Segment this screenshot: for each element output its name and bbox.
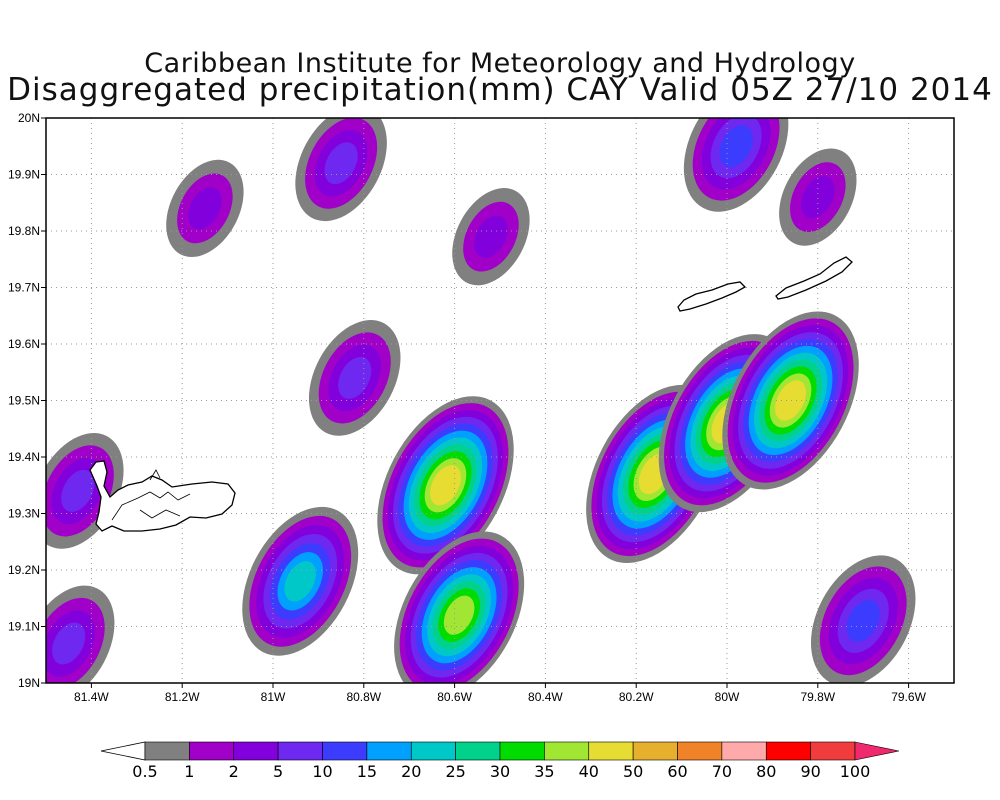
x-tick-label: 80.4W xyxy=(528,690,563,704)
colorbar-swatch xyxy=(322,741,368,761)
colorbar-label: 90 xyxy=(800,762,820,781)
colorbar-swatch xyxy=(410,741,456,761)
precip-cell xyxy=(308,320,401,436)
y-tick-label: 19.7N xyxy=(8,281,40,295)
precip-contour-band xyxy=(52,622,86,665)
colorbar-swatch xyxy=(144,741,190,761)
colorbar-swatch xyxy=(544,741,590,761)
colorbar-swatch xyxy=(677,741,723,761)
islands xyxy=(89,256,853,532)
y-axis-ticks: 19N 19.1N 19.2N 19.3N 19.4N 19.5N 19.6N 19.7N 19… xyxy=(8,111,46,690)
y-tick-label: 19.3N xyxy=(8,507,40,521)
colorbar-label: 0.5 xyxy=(132,762,157,781)
x-tick-label: 81W xyxy=(261,690,286,704)
precip-contour-band xyxy=(61,469,95,512)
colorbar-swatch xyxy=(277,741,323,761)
title-line-2: Disaggregated precipitation(mm) CAY Vali… xyxy=(7,72,993,108)
island-cayman-brac xyxy=(775,256,853,300)
colorbar-swatch xyxy=(233,741,279,761)
precip-contour-band xyxy=(429,465,462,506)
colorbar-label: 70 xyxy=(712,762,732,781)
title-line-1: Caribbean Institute for Meteorology and … xyxy=(144,48,856,79)
y-tick-label: 19.2N xyxy=(8,563,40,577)
colorbar-label: 50 xyxy=(623,762,643,781)
precip-cell xyxy=(779,148,857,246)
x-tick-label: 80.2W xyxy=(619,690,654,704)
precip-cells xyxy=(46,118,916,683)
colorbar-high-arrow xyxy=(854,741,900,761)
precip-cell xyxy=(810,555,916,683)
x-tick-label: 81.2W xyxy=(165,690,200,704)
y-tick-label: 19N xyxy=(18,676,40,690)
colorbar-label: 20 xyxy=(401,762,421,781)
colorbar-label: 10 xyxy=(312,762,332,781)
precip-contour-band xyxy=(188,187,222,230)
colorbar-swatch xyxy=(499,741,545,761)
precip-contour-band xyxy=(474,215,508,258)
precip-cell xyxy=(46,585,115,683)
x-tick-label: 81.4W xyxy=(74,690,109,704)
colorbar-label: 60 xyxy=(667,762,687,781)
precip-contour-band xyxy=(324,142,358,185)
colorbar-label: 2 xyxy=(229,762,239,781)
colorbar-swatch xyxy=(189,741,235,761)
y-tick-label: 19.1N xyxy=(8,620,40,634)
precip-cell xyxy=(722,311,859,490)
colorbar-label: 100 xyxy=(840,762,871,781)
precip-contour-band xyxy=(801,176,835,219)
x-tick-label: 79.6W xyxy=(891,690,926,704)
precip-cell xyxy=(242,506,359,656)
x-axis-ticks: 81.4W 81.2W 81W 80.8W 80.6W 80.4W 80.2W 80W 79.8… xyxy=(74,683,927,704)
precip-cell xyxy=(683,118,789,212)
x-tick-label: 80W xyxy=(715,690,740,704)
colorbar-swatch xyxy=(632,741,678,761)
colorbar-label: 15 xyxy=(357,762,377,781)
precip-contour-band xyxy=(284,561,316,602)
precip-cell xyxy=(377,396,514,575)
y-tick-label: 19.8N xyxy=(8,224,40,238)
precip-contour-band xyxy=(719,125,753,168)
y-tick-label: 19.9N xyxy=(8,168,40,182)
colorbar-swatch xyxy=(366,741,412,761)
y-tick-label: 19.5N xyxy=(8,394,40,408)
precip-cell xyxy=(452,188,530,286)
colorbar-label: 35 xyxy=(534,762,554,781)
island-little-cayman xyxy=(677,281,747,312)
colorbar-swatch xyxy=(721,741,767,761)
grid-lines xyxy=(46,117,954,684)
colorbar-label: 80 xyxy=(756,762,776,781)
precip-cell xyxy=(394,531,525,683)
precip-cell xyxy=(586,384,723,563)
colorbar-label: 5 xyxy=(273,762,283,781)
y-tick-label: 19.6N xyxy=(8,337,40,351)
x-tick-label: 80.8W xyxy=(346,690,381,704)
precip-contour-band xyxy=(846,599,880,642)
colorbar-label: 1 xyxy=(184,762,194,781)
island-grand-cayman-inner xyxy=(111,469,191,521)
colorbar-low-arrow xyxy=(100,741,146,761)
precip-contour-band xyxy=(775,380,807,421)
colorbar-swatch xyxy=(588,741,634,761)
colorbar: 0.5 1 2 5 10 15 20 25 30 35 40 50 60 70 80 90 100 xyxy=(100,741,900,781)
colorbar-label: 40 xyxy=(579,762,599,781)
precip-contour-band xyxy=(338,356,372,399)
precip-contour-band xyxy=(443,595,475,635)
x-tick-label: 79.8W xyxy=(800,690,835,704)
y-tick-label: 19.4N xyxy=(8,450,40,464)
colorbar-swatch xyxy=(765,741,811,761)
colorbar-label: 25 xyxy=(445,762,465,781)
precip-cell xyxy=(166,159,244,258)
colorbar-swatch xyxy=(810,741,856,761)
precip-cell xyxy=(295,118,387,222)
x-tick-label: 80.6W xyxy=(437,690,472,704)
y-tick-label: 20N xyxy=(18,111,40,125)
colorbar-label: 30 xyxy=(490,762,510,781)
colorbar-swatch xyxy=(455,741,501,761)
